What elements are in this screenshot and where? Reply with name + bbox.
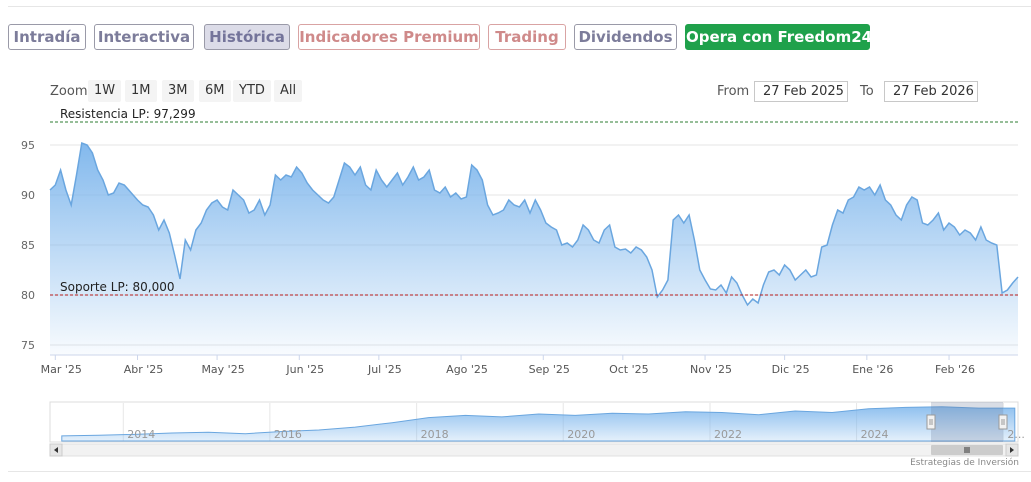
navigator-area <box>61 406 1016 442</box>
tab-intradia[interactable]: Intradía <box>8 24 86 50</box>
x-tick-label: Sep '25 <box>529 363 570 376</box>
x-tick-label: Ene '26 <box>852 363 893 376</box>
support-label: Soporte LP: 80,000 <box>60 280 175 294</box>
x-tick-label: Oct '25 <box>609 363 649 376</box>
tab-dividendos[interactable]: Dividendos <box>574 24 677 50</box>
navigator-year-label: 2024 <box>861 428 889 441</box>
chart-credit: Estrategias de Inversión <box>910 458 1019 468</box>
y-tick-label: 90 <box>21 189 35 202</box>
tab-trading[interactable]: Trading <box>488 24 566 50</box>
scrollbar-left-button[interactable] <box>49 443 63 457</box>
navigator-year-labels: 2014 2016 2018 2020 2022 2024 2... <box>127 428 1025 441</box>
zoom-3m-button[interactable]: 3M <box>162 80 194 102</box>
navigator-year-label: 2022 <box>714 428 742 441</box>
freedom24-button[interactable]: Opera con Freedom24 <box>685 24 872 50</box>
navigator-selection[interactable] <box>931 402 1003 442</box>
x-tick-label: Feb '26 <box>935 363 975 376</box>
scrollbar-track[interactable] <box>49 443 1019 457</box>
y-tick-label: 95 <box>21 139 35 152</box>
x-axis-labels: Mar '25 Abr '25 May '25 Jun '25 Jul '25 Ago '… <box>41 355 975 376</box>
y-axis-labels: 75 80 85 90 95 <box>21 139 35 352</box>
range-from-input[interactable]: 27 Feb 2025 <box>754 81 848 102</box>
zoom-1w-button[interactable]: 1W <box>88 80 122 102</box>
navigator-year-label: 2016 <box>274 428 302 441</box>
x-tick-label: Mar '25 <box>41 363 82 376</box>
bottom-divider <box>8 471 1031 472</box>
zoom-1m-button[interactable]: 1M <box>125 80 157 102</box>
y-tick-label: 85 <box>21 239 35 252</box>
y-tick-label: 80 <box>21 289 35 302</box>
navigator-year-label: 2020 <box>567 428 595 441</box>
navigator-year-label: 2018 <box>421 428 449 441</box>
price-line <box>49 141 1019 307</box>
navigator-left-handle[interactable] <box>926 414 936 430</box>
top-divider <box>8 6 1031 7</box>
x-tick-label: Jul '25 <box>367 363 402 376</box>
range-from-label: From <box>717 84 750 99</box>
range-to-label: To <box>860 84 874 99</box>
x-tick-label: Dic '25 <box>772 363 810 376</box>
navigator-year-label: 2014 <box>127 428 155 441</box>
x-tick-label: Ago '25 <box>446 363 488 376</box>
price-area <box>50 143 1018 355</box>
navigator-year-label: 2... <box>1007 428 1025 441</box>
resistance-label: Resistencia LP: 97,299 <box>60 107 196 121</box>
zoom-ytd-button[interactable]: YTD <box>233 80 271 102</box>
zoom-6m-button[interactable]: 6M <box>199 80 231 102</box>
range-to-input[interactable]: 27 Feb 2026 <box>884 81 978 102</box>
reference-lines: Resistencia LP: 97,299 Soporte LP: 80,000 <box>50 107 1018 296</box>
x-tick-label: Nov '25 <box>690 363 732 376</box>
x-tick-label: May '25 <box>201 363 244 376</box>
tab-historica[interactable]: Histórica <box>204 24 290 50</box>
scrollbar-thumb[interactable] <box>931 445 1003 455</box>
x-tick-label: Jun '25 <box>285 363 324 376</box>
y-tick-label: 75 <box>21 339 35 352</box>
zoom-label: Zoom <box>50 84 88 99</box>
x-tick-label: Abr '25 <box>124 363 164 376</box>
scrollbar-right-button[interactable] <box>1005 443 1019 457</box>
tab-indicadores-premium[interactable]: Indicadores Premium <box>298 24 480 50</box>
zoom-all-button[interactable]: All <box>274 80 303 102</box>
tab-interactiva[interactable]: Interactiva <box>94 24 194 50</box>
navigator-right-handle[interactable] <box>998 414 1008 430</box>
